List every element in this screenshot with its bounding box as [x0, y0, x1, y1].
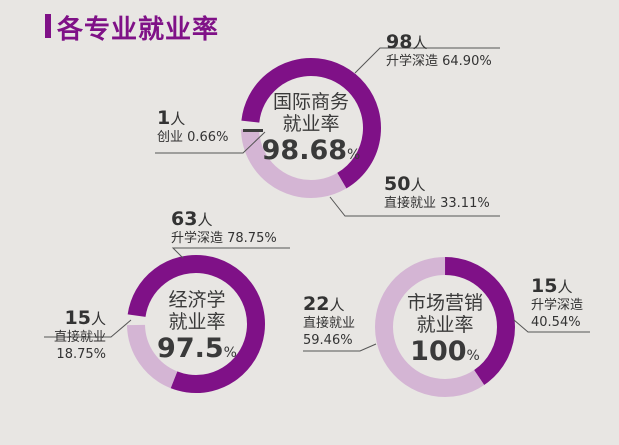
leader-line	[303, 343, 377, 352]
count-value: 15	[64, 307, 91, 329]
percent-sign: %	[347, 147, 361, 163]
count-value: 22	[303, 293, 330, 315]
label-further-study: 98人 升学深造 64.90%	[386, 32, 492, 70]
page-title: 各专业就业率	[57, 15, 220, 45]
rate-value: 97.5	[157, 333, 224, 364]
label-further-study: 15人 升学深造 40.54%	[531, 276, 583, 331]
count-value: 63	[171, 208, 198, 230]
major-name: 经济学	[168, 289, 226, 311]
category-percent: 18.75%	[56, 347, 106, 362]
percent-sign: %	[466, 348, 480, 364]
leader-line	[171, 247, 290, 259]
donut-marketing	[375, 257, 515, 397]
category-desc: 直接就业	[53, 330, 106, 345]
segment-further-study	[127, 255, 265, 393]
category-desc: 创业 0.66%	[157, 130, 229, 145]
donut-center-label: 市场营销 就业率 100%	[395, 292, 495, 372]
count-unit: 人	[197, 211, 213, 229]
count-unit: 人	[410, 176, 426, 194]
category-desc: 升学深造 78.75%	[171, 231, 277, 246]
employment-rate: 98.68%	[261, 135, 361, 171]
segment-employment	[375, 257, 515, 397]
segment-startup	[243, 129, 263, 132]
count-value: 1	[157, 107, 171, 129]
percent-sign: %	[223, 345, 237, 361]
count-value: 50	[384, 173, 411, 195]
label-employment: 15人 直接就业 18.75%	[40, 308, 106, 363]
leader-line	[155, 131, 266, 154]
donut-center-label: 国际商务 就业率 98.68%	[261, 91, 361, 171]
employment-rate: 97.5%	[151, 333, 243, 369]
major-name: 市场营销	[406, 292, 483, 314]
count-unit: 人	[329, 296, 345, 314]
category-percent: 59.46%	[303, 333, 353, 348]
count-value: 98	[386, 31, 413, 53]
label-startup: 1人 创业 0.66%	[157, 108, 228, 146]
rate-label: 就业率	[416, 314, 474, 336]
category-desc: 升学深造 64.90%	[386, 54, 492, 69]
title-accent-bar	[45, 14, 51, 38]
count-value: 15	[531, 275, 558, 297]
category-desc: 直接就业 33.11%	[384, 196, 490, 211]
rate-label: 就业率	[168, 311, 226, 333]
leader-line	[44, 319, 132, 338]
donut-economics	[127, 255, 265, 393]
count-unit: 人	[170, 110, 186, 128]
rate-value: 98.68	[261, 135, 348, 166]
donut-center-label: 经济学 就业率 97.5%	[151, 289, 243, 369]
leader-line	[329, 196, 500, 217]
label-further-study: 63人 升学深造 78.75%	[171, 209, 277, 247]
rate-value: 100	[410, 336, 467, 367]
leader-line	[354, 47, 500, 74]
segment-employment	[127, 255, 265, 393]
employment-rate: 100%	[395, 336, 495, 372]
major-name: 国际商务	[272, 91, 349, 113]
count-unit: 人	[557, 278, 573, 296]
category-percent: 40.54%	[531, 315, 581, 330]
category-desc: 升学深造	[531, 298, 584, 313]
leader-line	[513, 319, 590, 333]
segment-further-study	[241, 57, 381, 198]
donut-international-business	[241, 57, 381, 198]
count-unit: 人	[412, 34, 428, 52]
label-employment: 50人 直接就业 33.11%	[384, 174, 490, 212]
category-desc: 直接就业	[303, 316, 356, 331]
label-employment: 22人 直接就业 59.46%	[303, 294, 355, 349]
count-unit: 人	[90, 310, 106, 328]
rate-label: 就业率	[282, 113, 340, 135]
